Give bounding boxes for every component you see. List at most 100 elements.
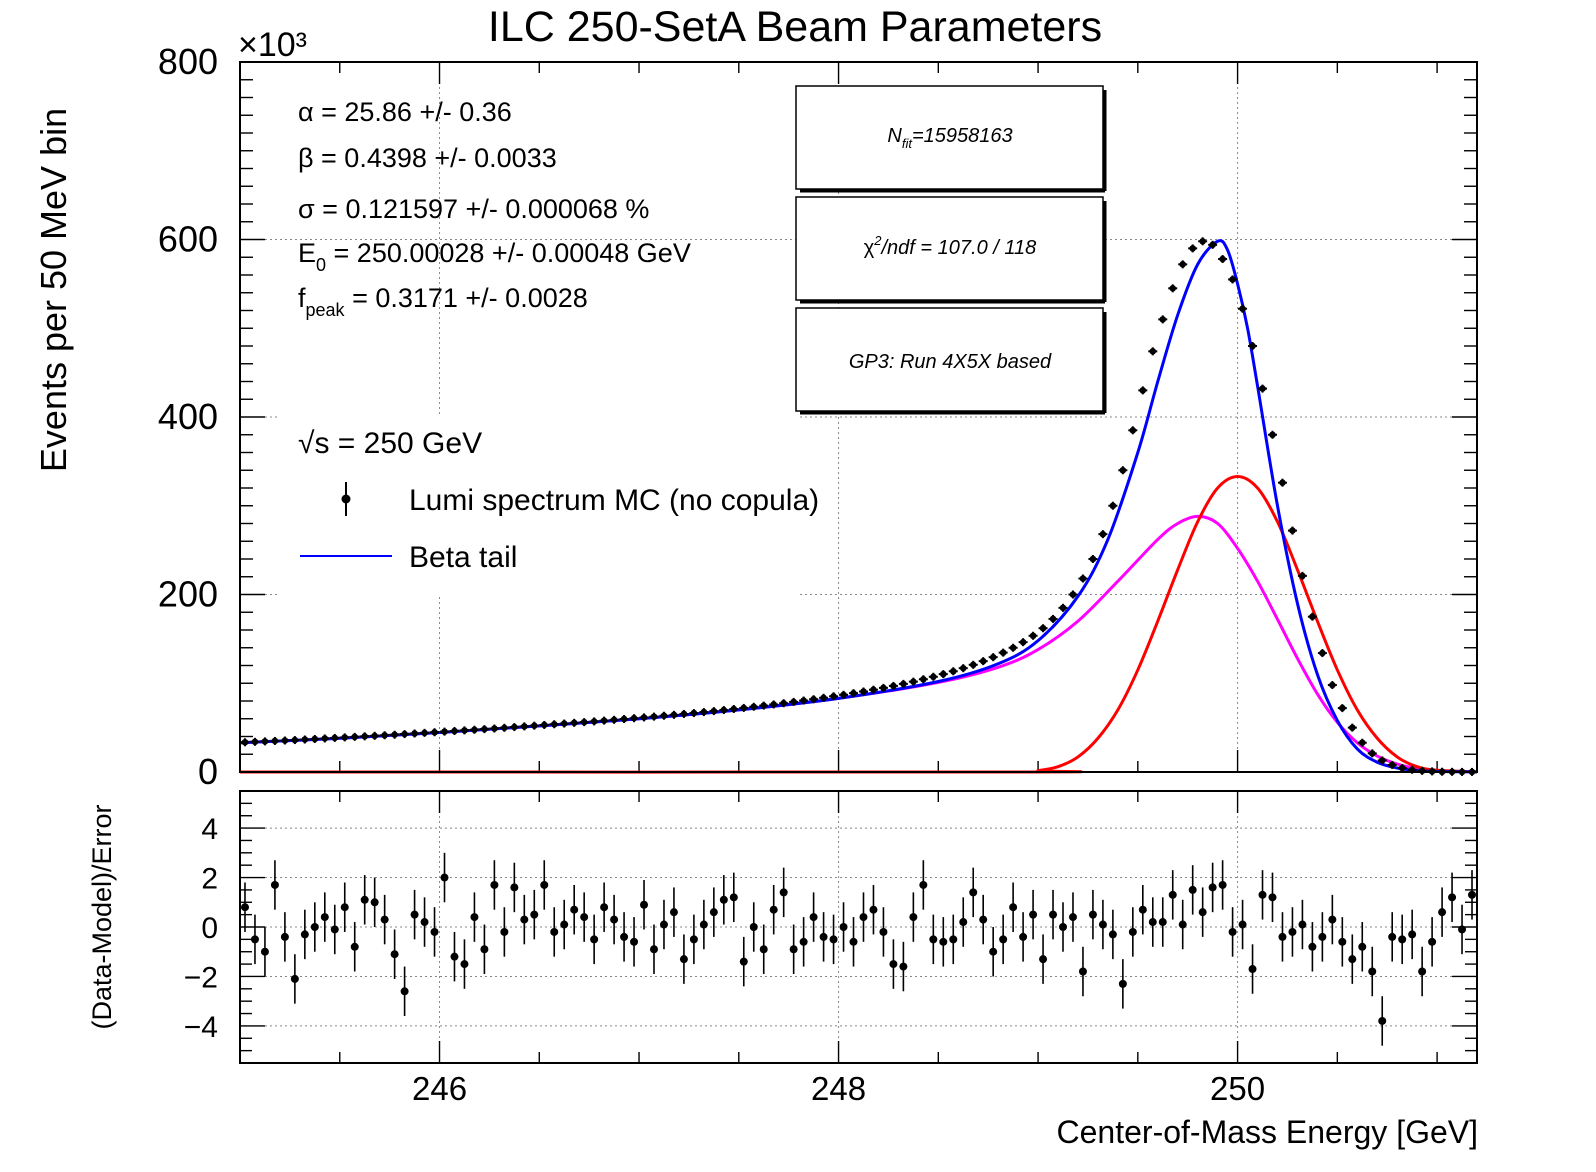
data-point: [988, 653, 998, 662]
pull-point: [420, 897, 429, 947]
pull-point: [1158, 897, 1167, 947]
data-point: [799, 696, 809, 705]
data-point: [250, 737, 260, 746]
data-point: [350, 732, 360, 741]
data-point: [1287, 526, 1297, 535]
pull-point: [749, 902, 758, 952]
pull-point: [1208, 862, 1217, 913]
pull-point: [829, 914, 838, 965]
data-point: [699, 708, 709, 717]
data-point: [679, 709, 689, 718]
pull-point: [560, 899, 569, 950]
pull-point: [1128, 907, 1137, 957]
data-point: [1327, 681, 1337, 690]
pull-point: [1148, 897, 1157, 947]
data-point: [1218, 255, 1228, 264]
data-point: [649, 712, 659, 721]
pull-point: [1398, 914, 1407, 965]
fit-parameter: β = 0.4398 +/- 0.0033: [298, 143, 557, 173]
data-point: [539, 720, 549, 729]
model-box: GP3: Run 4X5X based: [795, 307, 1107, 415]
pull-point: [819, 912, 828, 962]
pull-point: [1408, 909, 1417, 960]
pull-point: [360, 875, 369, 925]
data-point: [1148, 347, 1158, 356]
pull-point: [320, 892, 329, 942]
pull-point: [1348, 934, 1357, 984]
data-point: [1208, 240, 1218, 249]
pull-point: [400, 966, 409, 1017]
pull-point: [969, 867, 978, 918]
fit-parameter: fpeak = 0.3171 +/- 0.0028: [298, 283, 588, 320]
pull-point: [1468, 870, 1477, 920]
pull-point: [1019, 912, 1028, 962]
data-point: [619, 715, 629, 724]
pull-point: [839, 902, 848, 952]
pull-point: [1029, 889, 1038, 940]
pull-point: [500, 907, 509, 957]
pull-point: [1428, 917, 1437, 967]
pull-point: [300, 909, 309, 960]
chi2-box: χ2/ndf = 107.0 / 118: [795, 196, 1107, 304]
pull-point: [1308, 922, 1317, 972]
data-point: [310, 734, 320, 743]
data-point: [719, 706, 729, 715]
chart-title: ILC 250-SetA Beam Parameters: [488, 3, 1102, 51]
pull-point: [370, 877, 379, 927]
y-axis-label-main: Events per 50 MeV bin: [33, 108, 74, 472]
data-point: [1188, 244, 1198, 253]
pull-point: [1258, 870, 1267, 920]
data-point: [300, 735, 310, 744]
data-point: [410, 729, 420, 738]
data-point: [1108, 501, 1118, 510]
pull-point: [919, 860, 928, 910]
pull-point: [1078, 946, 1087, 997]
pull-point: [789, 924, 798, 974]
pull-point: [1059, 902, 1068, 952]
pull-point: [1188, 865, 1197, 915]
pull-point: [909, 892, 918, 942]
pull-point: [570, 884, 579, 935]
data-point: [908, 677, 918, 686]
main-y-tick-labels: 0 200 400 600 800: [158, 41, 218, 792]
data-point: [1098, 530, 1108, 539]
data-point: [1198, 237, 1208, 246]
data-point: [888, 681, 898, 690]
data-point: [1267, 430, 1277, 439]
data-point: [1168, 284, 1178, 293]
ratio-y-tick-label: 0: [201, 912, 218, 945]
pull-point: [739, 936, 748, 987]
pull-point: [669, 887, 678, 937]
data-point: [759, 701, 769, 710]
pull-point: [530, 889, 539, 940]
data-point: [958, 664, 968, 673]
pull-point: [1168, 870, 1177, 920]
data-point: [1357, 738, 1367, 747]
x-tick-label: 246: [412, 1070, 467, 1107]
data-point: [829, 692, 839, 701]
data-point: [270, 736, 280, 745]
pull-point: [1358, 922, 1367, 972]
main-frame: [239, 61, 1478, 773]
y-multiplier: ×10³: [238, 26, 307, 64]
ratio-grid: [240, 791, 1477, 1063]
data-point: [789, 697, 799, 706]
pull-point: [580, 892, 589, 942]
data-point: [1058, 603, 1068, 612]
pull-point: [1088, 889, 1097, 940]
pull-point: [290, 954, 299, 1004]
data-point: [1008, 643, 1018, 652]
pull-point: [1248, 944, 1257, 994]
data-point: [868, 685, 878, 694]
pull-point: [999, 914, 1008, 965]
ratio-axis-ticks: [239, 791, 1477, 1063]
pull-point: [689, 914, 698, 965]
ratio-y-tick-label: −2: [184, 961, 218, 994]
data-point: [420, 728, 430, 737]
nfit-box: Nfit=15958163: [795, 85, 1107, 193]
pull-point: [979, 894, 988, 945]
data-point: [1248, 342, 1258, 350]
data-point: [839, 690, 849, 699]
data-point: [459, 726, 469, 735]
